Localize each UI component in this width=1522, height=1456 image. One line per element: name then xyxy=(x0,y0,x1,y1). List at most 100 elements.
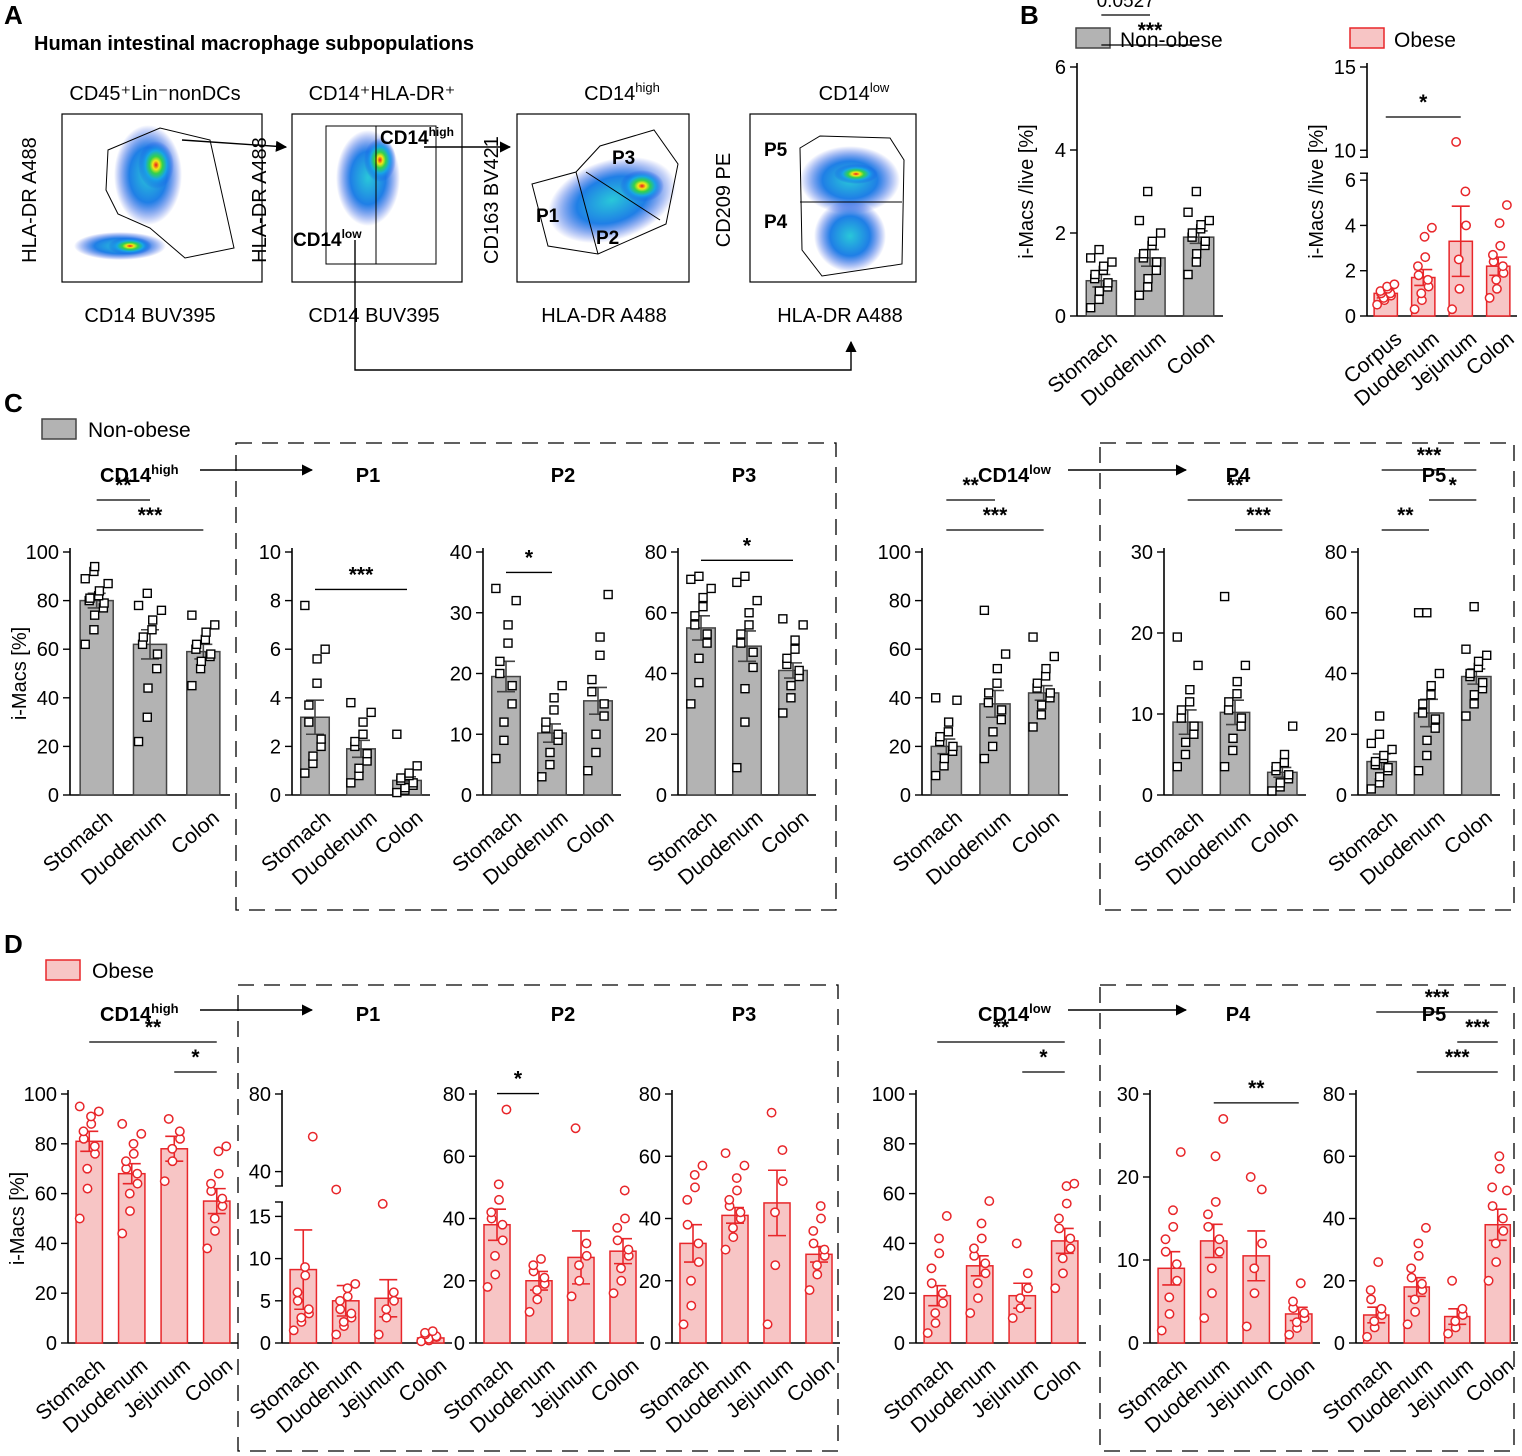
dashed-box-c-high xyxy=(235,442,837,911)
flow-plot-3-xlabel: HLA-DR A488 xyxy=(541,305,667,327)
data-point xyxy=(1183,269,1193,280)
data-point xyxy=(1406,1272,1417,1283)
data-point xyxy=(1187,228,1198,238)
category-label-colon: Colon xyxy=(1246,806,1303,859)
data-point xyxy=(819,1244,830,1255)
data-point xyxy=(545,747,555,758)
data-point xyxy=(591,747,601,758)
legend-non-obese-label: Non-obese xyxy=(1120,29,1223,52)
data-point xyxy=(312,678,322,688)
data-point xyxy=(1176,713,1186,723)
data-point xyxy=(762,1319,773,1330)
data-point xyxy=(1288,721,1298,731)
data-point xyxy=(623,1244,634,1255)
y-tick-label: 60 xyxy=(443,1146,465,1168)
data-point xyxy=(816,1213,826,1224)
data-point xyxy=(1189,721,1199,731)
data-point xyxy=(812,1269,823,1280)
data-point xyxy=(931,770,941,781)
category-label-colon: Colon xyxy=(587,1354,644,1407)
data-point xyxy=(752,595,762,606)
data-point xyxy=(984,1196,995,1207)
header-d-p1: P1 xyxy=(356,1004,380,1026)
data-point xyxy=(1469,690,1480,700)
data-point xyxy=(996,714,1007,725)
significance-label: *** xyxy=(1425,986,1450,1009)
header-c-cd14high: CD14high xyxy=(100,462,179,487)
data-point xyxy=(581,1250,592,1261)
data-point xyxy=(85,593,95,603)
data-point xyxy=(1045,688,1055,698)
data-point xyxy=(1453,254,1464,265)
data-point xyxy=(320,644,330,654)
data-point xyxy=(1376,1303,1387,1314)
data-point xyxy=(1457,1303,1468,1314)
dashed-box-d-high xyxy=(237,984,839,1452)
y-tick-label: 8 xyxy=(270,591,281,613)
y-tick-label: 0 xyxy=(894,1333,905,1355)
data-point xyxy=(1256,1184,1267,1195)
flow-plot-4-hotspot xyxy=(834,164,878,184)
flow-plot-1-hotspot-upper xyxy=(138,141,174,189)
data-point xyxy=(798,620,808,630)
significance-label: *** xyxy=(1465,1016,1490,1039)
bar-colon xyxy=(202,1200,231,1344)
data-point xyxy=(1487,1182,1498,1193)
data-point xyxy=(124,1188,135,1199)
data-point xyxy=(307,1131,318,1142)
data-point xyxy=(312,654,322,664)
data-point xyxy=(1185,685,1195,695)
data-point xyxy=(388,1287,399,1298)
data-point xyxy=(1495,240,1506,251)
data-point xyxy=(1494,1163,1505,1174)
data-point xyxy=(1022,1268,1033,1279)
data-point xyxy=(1210,1196,1221,1207)
data-point xyxy=(612,1235,623,1246)
data-point xyxy=(1103,278,1113,288)
data-point xyxy=(206,649,216,659)
y-axis-label: i-Macs /live [%] xyxy=(1306,124,1328,258)
data-point xyxy=(686,1300,697,1311)
legend-obese-swatch xyxy=(1349,27,1385,49)
data-point xyxy=(167,1143,178,1154)
data-point xyxy=(338,1316,349,1327)
data-point xyxy=(930,1318,941,1329)
data-point xyxy=(1219,591,1230,602)
data-point xyxy=(1497,1213,1508,1224)
data-point xyxy=(1426,680,1436,691)
data-point xyxy=(1291,1317,1302,1328)
data-point xyxy=(766,1107,777,1118)
data-point xyxy=(583,766,593,776)
data-point xyxy=(1426,222,1437,233)
data-point xyxy=(1422,608,1432,618)
y-axis-label: i-Macs [%] xyxy=(7,1172,29,1265)
data-point xyxy=(728,1222,738,1233)
flow-plot-4-title: CD14low xyxy=(819,80,890,105)
data-point xyxy=(1383,762,1393,773)
y-tick-label: 80 xyxy=(639,1084,661,1106)
data-point xyxy=(1447,1275,1458,1286)
data-point xyxy=(744,608,754,618)
legend-non-obese-swatch xyxy=(1075,27,1111,49)
data-point xyxy=(503,638,513,648)
data-point xyxy=(686,574,696,585)
data-point xyxy=(1015,1303,1026,1314)
category-label-colon: Colon xyxy=(180,1354,237,1407)
significance-label: ** xyxy=(962,474,979,497)
data-point xyxy=(1036,700,1047,710)
data-point xyxy=(1028,632,1038,642)
data-point xyxy=(490,1250,500,1261)
flow-plot-1-xlabel: CD14 BUV395 xyxy=(84,305,215,327)
data-point xyxy=(938,1298,948,1309)
data-point xyxy=(1094,244,1104,255)
data-point xyxy=(132,1178,143,1189)
data-point xyxy=(1207,1288,1217,1299)
data-point xyxy=(612,1222,623,1233)
data-point xyxy=(1491,1257,1502,1268)
data-point xyxy=(1387,744,1397,755)
data-point xyxy=(1366,738,1376,749)
data-point xyxy=(1049,651,1059,662)
data-point xyxy=(1143,273,1153,284)
y-tick-label: 20 xyxy=(639,1271,661,1293)
data-point xyxy=(346,1308,357,1319)
